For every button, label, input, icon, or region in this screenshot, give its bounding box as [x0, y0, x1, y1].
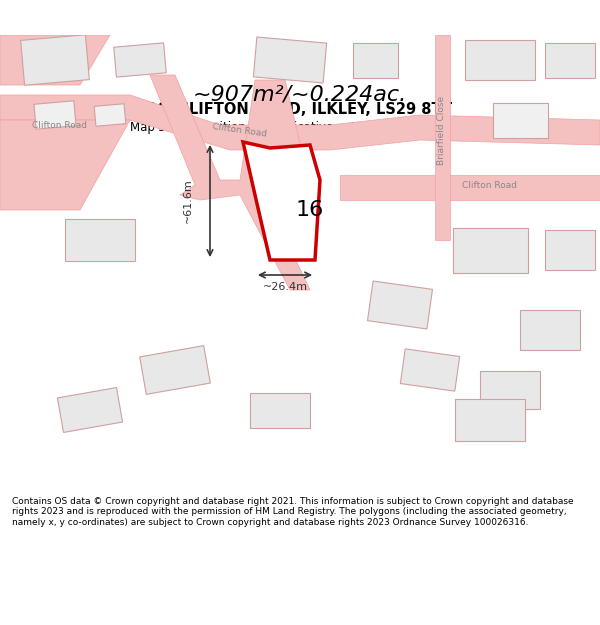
Text: Briarfield Close: Briarfield Close: [437, 96, 446, 164]
Bar: [34, 101, 76, 129]
Bar: [368, 281, 433, 329]
Bar: [545, 230, 595, 270]
Text: Contains OS data © Crown copyright and database right 2021. This information is : Contains OS data © Crown copyright and d…: [12, 497, 574, 526]
Text: Clifton Road: Clifton Road: [32, 121, 88, 129]
Text: 16, CLIFTON ROAD, ILKLEY, LS29 8TT: 16, CLIFTON ROAD, ILKLEY, LS29 8TT: [148, 102, 452, 118]
Bar: [455, 399, 525, 441]
Polygon shape: [435, 35, 450, 240]
Polygon shape: [0, 35, 110, 85]
Bar: [94, 104, 126, 126]
Bar: [493, 102, 548, 138]
Text: Clifton Road: Clifton Road: [212, 122, 268, 138]
Bar: [353, 42, 398, 78]
Text: 16: 16: [296, 200, 324, 220]
Polygon shape: [0, 95, 600, 150]
Text: Map shows position and indicative extent of the property.: Map shows position and indicative extent…: [130, 121, 470, 134]
Bar: [250, 392, 310, 428]
Polygon shape: [243, 142, 320, 260]
Bar: [253, 37, 326, 83]
Text: ~907m²/~0.224ac.: ~907m²/~0.224ac.: [193, 85, 407, 105]
Bar: [114, 43, 166, 77]
Bar: [520, 310, 580, 350]
Bar: [65, 219, 135, 261]
Bar: [58, 388, 122, 432]
Text: ~26.4m: ~26.4m: [263, 282, 308, 292]
Bar: [452, 228, 527, 272]
Polygon shape: [0, 120, 130, 210]
Text: ~61.6m: ~61.6m: [183, 179, 193, 223]
Bar: [480, 371, 540, 409]
Bar: [545, 42, 595, 78]
Bar: [400, 349, 460, 391]
Polygon shape: [150, 75, 310, 290]
Bar: [465, 40, 535, 80]
Bar: [140, 346, 211, 394]
Text: Clifton Road: Clifton Road: [463, 181, 517, 189]
Polygon shape: [340, 175, 600, 200]
Bar: [20, 35, 89, 85]
